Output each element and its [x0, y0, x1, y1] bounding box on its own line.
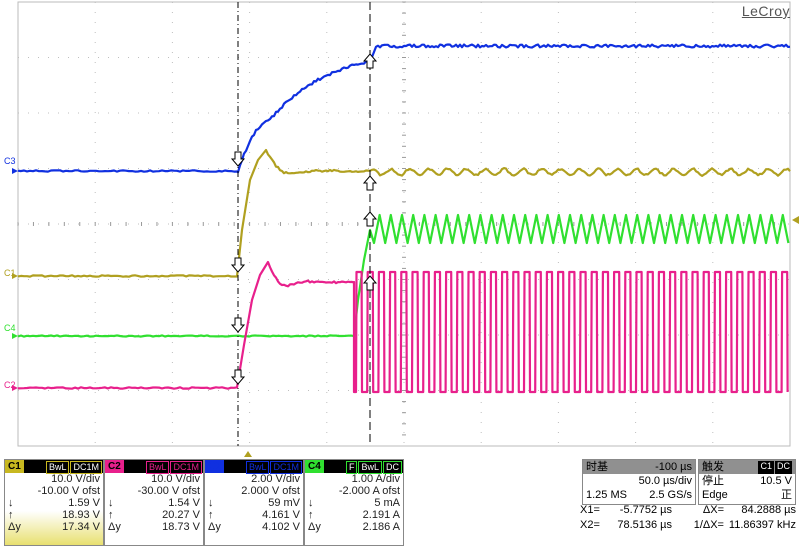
offset-value: 2.000 V ofst [205, 485, 303, 497]
down-symbol: ↓ [108, 497, 114, 509]
trigger-slope: 正 [781, 488, 792, 502]
trigger-panel[interactable]: 触发 C1 DC 停止 10.5 V Edge 正 [698, 459, 796, 505]
down-value: 5 mA [374, 497, 400, 509]
bwl-badge: BwL [358, 461, 382, 474]
timebase-tdiv: 50.0 µs/div [639, 474, 692, 488]
down-symbol: ↓ [8, 497, 14, 509]
trigger-level-icon [792, 216, 799, 224]
filter-badge: F [346, 461, 358, 474]
x1-label: X1= [580, 503, 602, 518]
trace-labels: C3 C1 C4 C2 [4, 156, 16, 390]
trigger-label: 触发 [702, 460, 724, 474]
channel-c3-panel[interactable]: C3 BwL DC1M 2.00 V/div 2.000 V ofst ↓ 59 … [204, 459, 304, 546]
dy-symbol: Δy [108, 521, 121, 533]
status-bar: C1 BwL DC1M 10.0 V/div -10.00 V ofst ↓ 1.… [0, 456, 800, 547]
down-symbol: ↓ [208, 497, 214, 509]
ground-marker-icon [12, 333, 18, 339]
coupling-badge: DC [383, 461, 402, 474]
trace-label-c3: C3 [4, 156, 16, 166]
dy-value: 4.102 V [262, 521, 300, 533]
trace-label-c4: C4 [4, 323, 16, 333]
dx-value: 84.2888 µs [724, 503, 796, 518]
coupling-badge: DC1M [70, 461, 102, 474]
channel-c1-tag: C1 [5, 460, 24, 473]
offset-value: -2.000 A ofst [305, 485, 403, 497]
down-value: 1.59 V [68, 497, 100, 509]
channel-c3-tag: C3 [205, 460, 224, 473]
trigger-source: C1 [758, 461, 774, 474]
trigger-type: Edge [702, 488, 728, 502]
down-symbol: ↓ [308, 497, 314, 509]
channel-c2-tag: C2 [105, 460, 124, 473]
channel-c2-panel[interactable]: C2 BwL DC1M 10.0 V/div -30.00 V ofst ↓ 1.… [104, 459, 204, 546]
bwl-badge: BwL [46, 461, 70, 474]
timebase-delay: -100 µs [655, 460, 692, 474]
bwl-badge: BwL [146, 461, 170, 474]
timebase-samples: 1.25 MS [586, 488, 627, 502]
trace-label-c2: C2 [4, 380, 16, 390]
timebase-panel[interactable]: 时基 -100 µs 50.0 µs/div 1.25 MS 2.5 GS/s [582, 459, 696, 505]
dy-symbol: Δy [8, 521, 21, 533]
vdiv-value: 2.00 V/div [205, 473, 303, 485]
x2-value: 78.5136 µs [602, 518, 672, 533]
up-value: 4.161 V [262, 509, 300, 521]
inv-dx-label: 1/ΔX= [672, 518, 724, 533]
vdiv-value: 10.0 V/div [5, 473, 103, 485]
offset-value: -30.00 V ofst [105, 485, 203, 497]
up-value: 2.191 A [363, 509, 400, 521]
vdiv-value: 10.0 V/div [105, 473, 203, 485]
down-value: 59 mV [268, 497, 300, 509]
up-symbol: ↑ [208, 509, 214, 521]
up-symbol: ↑ [308, 509, 314, 521]
offset-value: -10.00 V ofst [5, 485, 103, 497]
vdiv-value: 1.00 A/div [305, 473, 403, 485]
dy-value: 18.73 V [162, 521, 200, 533]
dx-label: ΔX= [672, 503, 724, 518]
timebase-label: 时基 [586, 460, 608, 474]
dy-symbol: Δy [308, 521, 321, 533]
coupling-badge: DC1M [170, 461, 202, 474]
bwl-badge: BwL [246, 461, 270, 474]
up-symbol: ↑ [108, 509, 114, 521]
trigger-mode: 停止 [702, 474, 724, 488]
trigger-coupling: DC [775, 461, 792, 474]
up-value: 20.27 V [162, 509, 200, 521]
down-value: 1.54 V [168, 497, 200, 509]
timebase-rate: 2.5 GS/s [649, 488, 692, 502]
coupling-badge: DC1M [270, 461, 302, 474]
x1-value: -5.7752 µs [602, 503, 672, 518]
channel-c4-tag: C4 [305, 460, 324, 473]
ground-marker-icon [12, 168, 18, 174]
trace-label-c1: C1 [4, 268, 16, 278]
trigger-level: 10.5 V [760, 474, 792, 488]
channel-c4-panel[interactable]: C4 F BwL DC 1.00 A/div -2.000 A ofst ↓ 5 … [304, 459, 404, 546]
x2-label: X2= [580, 518, 602, 533]
dy-value: 2.186 A [363, 521, 400, 533]
cursor-readout: X1= -5.7752 µs ΔX= 84.2888 µs X2= 78.513… [580, 503, 796, 533]
brand-logo: LeCroy [742, 3, 790, 19]
up-value: 18.93 V [62, 509, 100, 521]
inv-dx-value: 11.86397 kHz [724, 518, 796, 533]
channel-c1-panel[interactable]: C1 BwL DC1M 10.0 V/div -10.00 V ofst ↓ 1.… [4, 459, 104, 546]
up-symbol: ↑ [8, 509, 14, 521]
dy-value: 17.34 V [62, 521, 100, 533]
dy-symbol: Δy [208, 521, 221, 533]
